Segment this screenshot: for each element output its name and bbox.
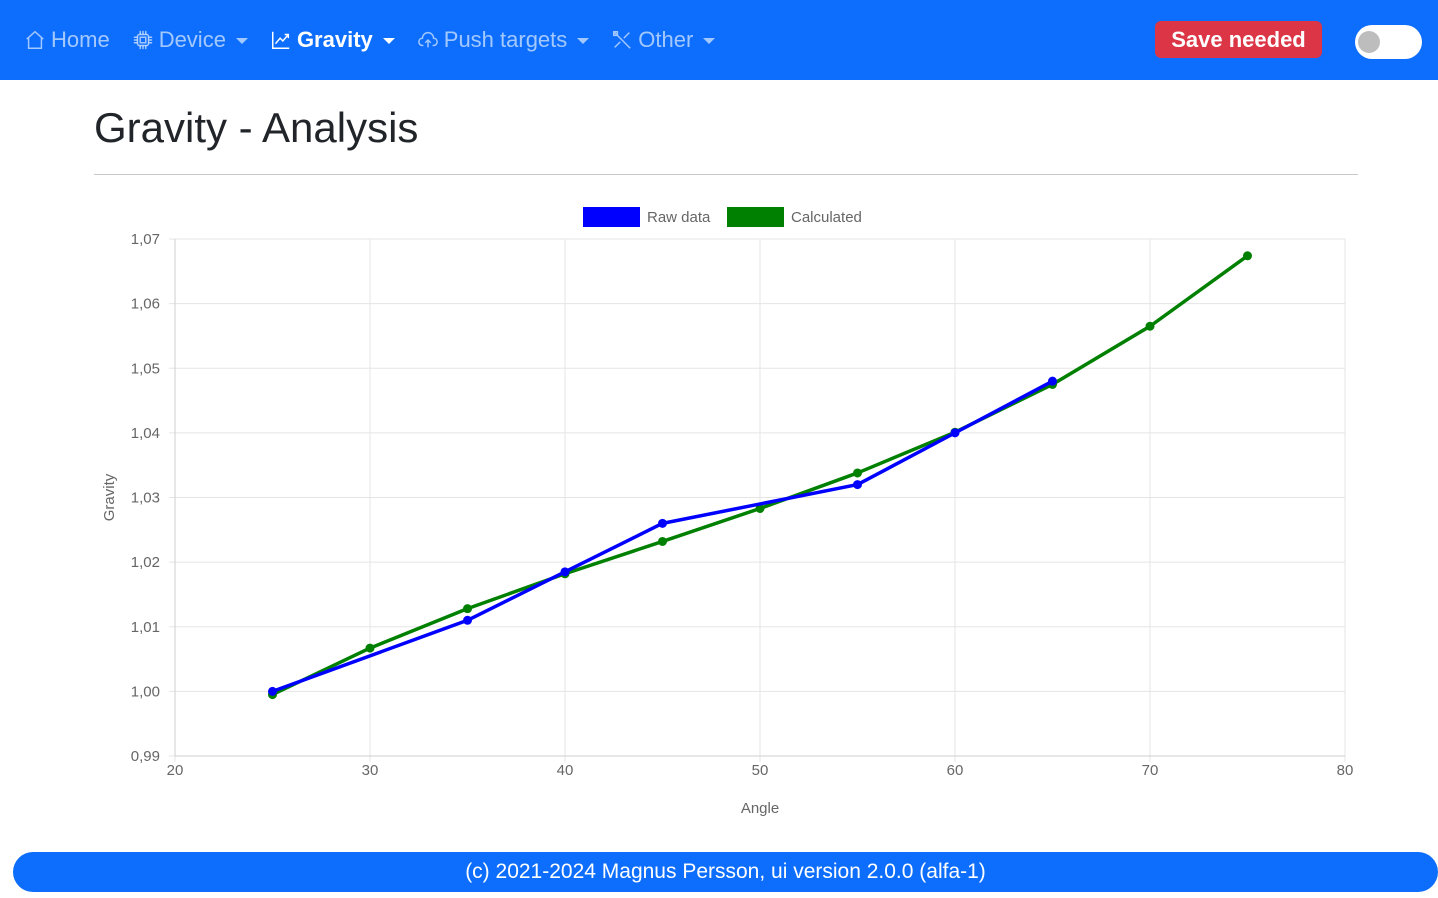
- nav-home[interactable]: Home: [24, 27, 110, 53]
- data-point: [268, 686, 277, 696]
- y-tick-label: 1,01: [131, 619, 160, 636]
- legend-swatch: [583, 207, 640, 227]
- nav-other[interactable]: Other: [611, 27, 716, 53]
- page-title: Gravity - Analysis: [94, 104, 419, 151]
- nav-device-label: Device: [158, 27, 226, 52]
- nav-home-label: Home: [51, 27, 110, 52]
- data-point: [658, 536, 667, 546]
- toggle-knob: [1358, 31, 1380, 53]
- save-needed-button[interactable]: Save needed: [1155, 21, 1322, 58]
- data-point: [853, 468, 862, 478]
- data-point: [463, 604, 472, 614]
- legend-swatch: [727, 207, 784, 227]
- chevron-down-icon: [577, 38, 590, 44]
- x-axis-title: Angle: [741, 800, 779, 817]
- y-axis-title: Gravity: [101, 473, 118, 521]
- data-point: [1243, 251, 1252, 261]
- x-tick-label: 60: [947, 762, 964, 779]
- cloud-upload-icon: [417, 32, 438, 48]
- home-icon: [26, 30, 44, 49]
- data-point: [1145, 321, 1155, 331]
- dark-mode-toggle[interactable]: [1355, 25, 1422, 59]
- nav-gravity[interactable]: Gravity: [270, 27, 395, 53]
- data-point: [560, 567, 570, 577]
- y-tick-label: 1,04: [131, 425, 160, 442]
- chevron-down-icon: [703, 38, 716, 44]
- data-point: [658, 518, 667, 528]
- chevron-down-icon: [382, 38, 395, 44]
- data-point: [463, 615, 472, 625]
- y-tick-label: 1,02: [131, 554, 160, 571]
- y-tick-label: 1,06: [131, 296, 160, 313]
- legend-label: Raw data: [647, 209, 711, 226]
- y-tick-label: 0,99: [131, 748, 160, 765]
- y-tick-label: 1,00: [131, 683, 160, 700]
- nav-push-targets[interactable]: Push targets: [417, 27, 590, 53]
- chevron-down-icon: [235, 38, 248, 44]
- data-point: [950, 428, 960, 438]
- footer-text: (c) 2021-2024 Magnus Persson, ui version…: [465, 860, 986, 883]
- title-divider: [94, 174, 1358, 175]
- nav-other-label: Other: [638, 27, 694, 52]
- x-tick-label: 70: [1142, 762, 1159, 779]
- tools-icon: [613, 31, 632, 49]
- nav-menu: Home Device Gravity Push targets Other: [24, 0, 737, 80]
- data-point: [853, 480, 862, 490]
- x-tick-label: 80: [1337, 762, 1354, 779]
- series-line: [271, 379, 1054, 694]
- y-tick-label: 1,07: [131, 231, 160, 248]
- footer: (c) 2021-2024 Magnus Persson, ui version…: [13, 852, 1438, 892]
- nav-push-targets-label: Push targets: [443, 27, 568, 52]
- nav-device[interactable]: Device: [132, 27, 248, 53]
- y-tick-label: 1,03: [131, 490, 160, 507]
- legend-label: Calculated: [791, 209, 862, 226]
- x-tick-label: 50: [752, 762, 769, 779]
- x-tick-label: 30: [362, 762, 379, 779]
- x-tick-label: 40: [557, 762, 574, 779]
- graph-up-icon: [271, 31, 290, 49]
- data-point: [365, 643, 375, 653]
- nav-gravity-label: Gravity: [296, 27, 373, 52]
- y-tick-label: 1,05: [131, 360, 160, 377]
- data-point: [1048, 376, 1057, 386]
- cpu-icon: [133, 30, 152, 50]
- x-tick-label: 20: [167, 762, 184, 779]
- navbar: Home Device Gravity Push targets Other S…: [0, 0, 1438, 80]
